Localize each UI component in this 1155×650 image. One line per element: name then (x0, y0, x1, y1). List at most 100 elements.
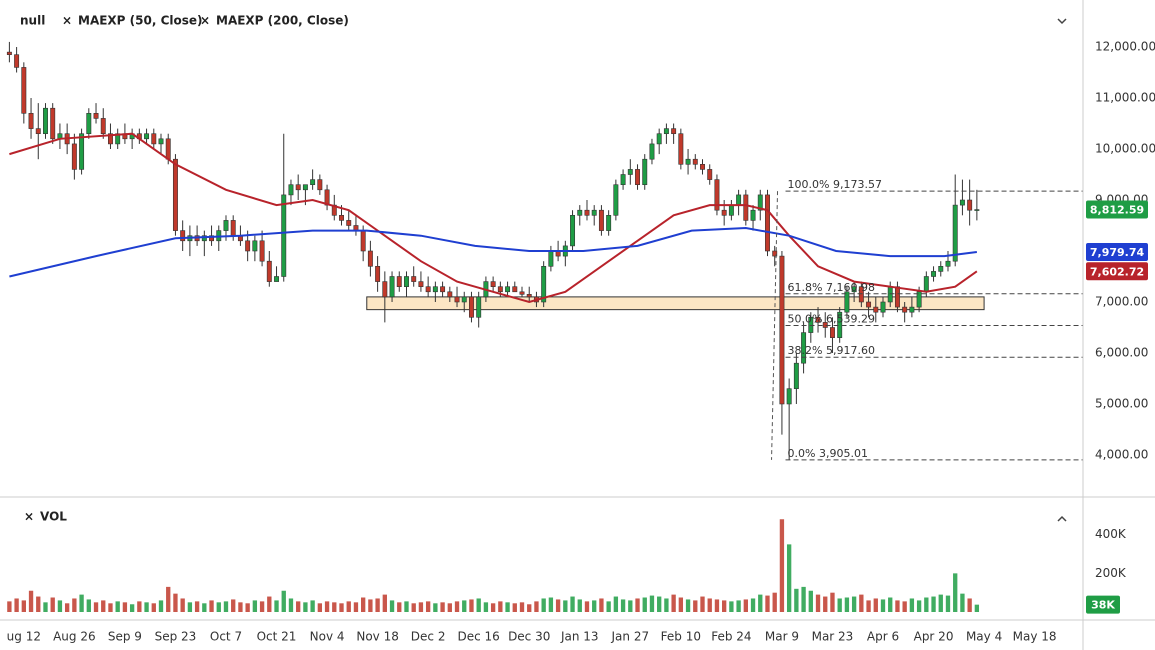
volume-bar (382, 594, 387, 612)
candle-body (931, 271, 937, 277)
candle-body (497, 286, 503, 293)
volume-bar (505, 602, 510, 612)
volume-bar (707, 598, 712, 612)
candle-body (598, 209, 604, 231)
volume-bar (758, 594, 763, 612)
volume-bar (584, 601, 590, 612)
volume-bar (93, 602, 99, 612)
volume-bar (967, 598, 972, 612)
volume-bar (851, 596, 857, 612)
candle-body (115, 133, 121, 145)
volume-bar (202, 603, 207, 612)
fib-label: 0.0% 3,905.01 (788, 447, 868, 460)
candle-body (858, 286, 864, 303)
candle-body (317, 179, 323, 191)
candle-body (570, 215, 576, 247)
volume-bar (664, 598, 669, 612)
legend: null × MAEXP (50, Close) × MAEXP (200, C… (0, 8, 1067, 524)
remove-icon[interactable]: × (24, 510, 34, 524)
volume-bar (180, 598, 185, 612)
candle-body (829, 327, 835, 338)
candle-body (418, 281, 424, 287)
candle-body (786, 388, 792, 405)
volume-bar (909, 598, 915, 612)
volume-bar (303, 602, 308, 612)
volume-bar (267, 596, 272, 612)
candle-body (6, 51, 12, 55)
candle-body (815, 316, 821, 323)
candle-body (866, 301, 872, 308)
fib-label: 100.0% 9,173.57 (788, 178, 882, 191)
price-pane: 100.0% 9,173.57 61.8% 7,160.98 50.0% 6,539… (6, 41, 1083, 461)
remove-icon[interactable]: × (200, 14, 210, 28)
candle-body (685, 158, 691, 165)
volume-bar (837, 598, 842, 612)
volume-bar (231, 599, 236, 612)
candle-body (743, 194, 749, 221)
candle-body (584, 209, 590, 216)
candle-body (801, 332, 807, 364)
collapse-icon[interactable] (1057, 18, 1067, 25)
volume-bar (173, 593, 178, 612)
x-tick-label: Sep 23 (155, 630, 197, 644)
candle-body (663, 128, 669, 135)
candle-body (765, 194, 770, 252)
candle-body (468, 296, 474, 318)
y-tick-label: 6,000.00 (1095, 345, 1148, 359)
volume-bar (28, 590, 34, 612)
candle-body (490, 281, 496, 287)
volume-bar (512, 603, 517, 612)
fib-label: 50.0% 6,539.29 (788, 312, 875, 325)
volume-bar (880, 599, 886, 612)
volume-bar (519, 602, 525, 612)
volume-bar (563, 600, 568, 612)
candle-body (223, 220, 229, 231)
x-tick-label: ug 12 (7, 630, 41, 644)
collapse-icon[interactable] (1057, 515, 1067, 522)
candle-body (923, 276, 929, 293)
fib-label: 38.2% 5,917.60 (788, 344, 875, 357)
candle-body (396, 276, 402, 287)
candle-body (519, 291, 525, 295)
volume-bar (404, 601, 409, 612)
candle-body (404, 276, 409, 287)
x-tick-label: Feb 10 (661, 630, 701, 644)
volume-bar (296, 601, 301, 612)
candle-body (938, 265, 944, 272)
candle-body (172, 158, 178, 231)
candle-body (822, 322, 828, 328)
y-tick-label: 11,000.00 (1095, 91, 1155, 105)
x-tick-label: Apr 6 (867, 630, 899, 644)
candle-body (844, 291, 850, 313)
candle-body (642, 158, 648, 186)
legend-entry: VOL (40, 510, 67, 524)
volume-bar (274, 600, 279, 612)
volume-bar (425, 601, 431, 612)
volume-bar (779, 519, 785, 612)
volume-bar (144, 602, 149, 612)
volume-bar (252, 600, 258, 612)
remove-icon[interactable]: × (62, 14, 72, 28)
fib-trend (771, 191, 779, 460)
x-tick-label: Dec 2 (411, 630, 446, 644)
volume-bar (72, 598, 77, 612)
x-tick-label: May 18 (1013, 630, 1057, 644)
candle-body (440, 286, 446, 293)
y-tick-label: 200K (1095, 566, 1127, 580)
volume-bar (122, 602, 128, 612)
candle-body (548, 250, 554, 267)
candle-body (201, 235, 207, 242)
volume-bar (815, 594, 821, 612)
volume-bar (916, 600, 922, 612)
volume-bar (397, 602, 402, 612)
volume-bar (714, 599, 720, 612)
candle-body (86, 113, 92, 135)
candle-body (382, 281, 388, 298)
candle-body (14, 54, 20, 68)
x-tick-label: Aug 26 (53, 630, 96, 644)
volume-bar (440, 602, 445, 612)
candle-body (837, 311, 843, 338)
x-tick-label: Sep 9 (108, 630, 142, 644)
